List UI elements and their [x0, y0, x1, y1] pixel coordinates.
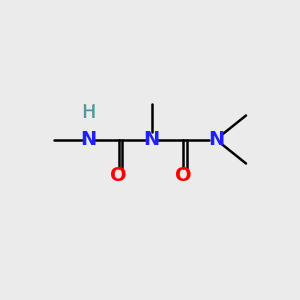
Text: O: O [175, 166, 191, 185]
Text: N: N [143, 130, 160, 149]
Text: H: H [81, 103, 96, 122]
Text: O: O [110, 166, 127, 185]
Text: N: N [208, 130, 224, 149]
Text: N: N [80, 130, 97, 149]
Text: H: H [82, 103, 95, 122]
